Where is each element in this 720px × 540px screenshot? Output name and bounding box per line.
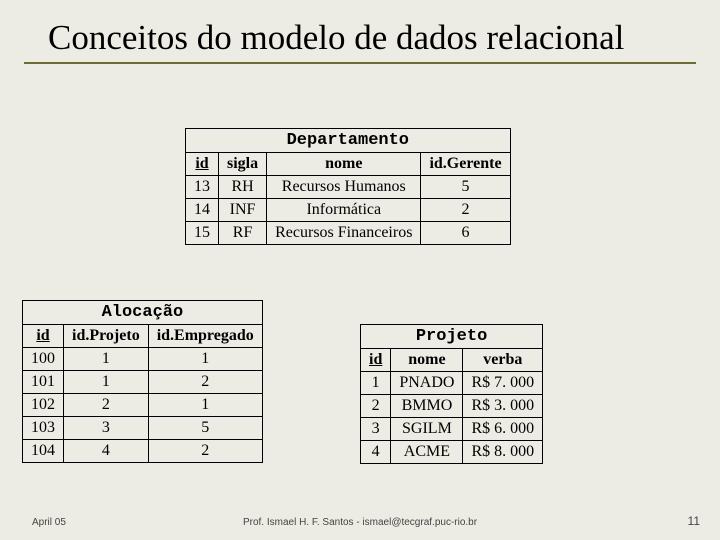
table-cell: 3 — [361, 418, 391, 441]
departamento-caption: Departamento — [185, 128, 511, 152]
alocacao-header: id — [23, 325, 64, 348]
table-cell: 1 — [361, 372, 391, 395]
table-row: 4ACMER$ 8. 000 — [361, 441, 543, 464]
table-cell: Recursos Humanos — [267, 176, 421, 199]
table-cell: 1 — [148, 394, 262, 417]
alocacao-table: Alocaçãoidid.Projetoid.Empregado10011101… — [22, 300, 263, 463]
table-cell: RH — [219, 176, 267, 199]
table-cell: Informática — [267, 199, 421, 222]
table-row: 10335 — [23, 417, 263, 440]
table-cell: R$ 7. 000 — [463, 372, 543, 395]
table-cell: 104 — [23, 440, 64, 463]
title-underline — [24, 62, 696, 64]
table-cell: 2 — [421, 199, 510, 222]
table-cell: R$ 8. 000 — [463, 441, 543, 464]
table-cell: PNADO — [391, 372, 463, 395]
projeto-header: nome — [391, 349, 463, 372]
table-cell: 4 — [361, 441, 391, 464]
table-cell: 2 — [64, 394, 149, 417]
table-row: 3SGILMR$ 6. 000 — [361, 418, 543, 441]
projeto-table-wrap: Projetoidnomeverba1PNADOR$ 7. 0002BMMOR$… — [360, 324, 543, 464]
projeto-caption: Projeto — [360, 324, 543, 348]
table-cell: 2 — [361, 395, 391, 418]
table-cell: ACME — [391, 441, 463, 464]
table-row: 2BMMOR$ 3. 000 — [361, 395, 543, 418]
projeto-table: Projetoidnomeverba1PNADOR$ 7. 0002BMMOR$… — [360, 324, 543, 464]
table-cell: 2 — [148, 440, 262, 463]
table-cell: 6 — [421, 222, 510, 245]
table-cell: 5 — [421, 176, 510, 199]
table-cell: 4 — [64, 440, 149, 463]
projeto-header: verba — [463, 349, 543, 372]
table-row: 10011 — [23, 348, 263, 371]
departamento-header: id.Gerente — [421, 153, 510, 176]
footer-author: Prof. Ismael H. F. Santos - ismael@tecgr… — [0, 517, 720, 528]
table-cell: 15 — [186, 222, 219, 245]
footer-page-number: 11 — [688, 514, 700, 528]
alocacao-table-wrap: Alocaçãoidid.Projetoid.Empregado10011101… — [22, 300, 263, 463]
table-cell: 13 — [186, 176, 219, 199]
departamento-header: nome — [267, 153, 421, 176]
departamento-table-wrap: Departamentoidsiglanomeid.Gerente13RHRec… — [185, 128, 511, 245]
table-cell: BMMO — [391, 395, 463, 418]
table-cell: INF — [219, 199, 267, 222]
table-cell: 102 — [23, 394, 64, 417]
table-row: 1PNADOR$ 7. 000 — [361, 372, 543, 395]
departamento-header: sigla — [219, 153, 267, 176]
alocacao-header: id.Projeto — [64, 325, 149, 348]
table-cell: SGILM — [391, 418, 463, 441]
table-cell: 14 — [186, 199, 219, 222]
table-row: 10221 — [23, 394, 263, 417]
departamento-table: Departamentoidsiglanomeid.Gerente13RHRec… — [185, 128, 511, 245]
table-cell: R$ 3. 000 — [463, 395, 543, 418]
table-row: 14INFInformática2 — [186, 199, 511, 222]
table-cell: 5 — [148, 417, 262, 440]
table-row: 13RHRecursos Humanos5 — [186, 176, 511, 199]
table-cell: 101 — [23, 371, 64, 394]
table-cell: Recursos Financeiros — [267, 222, 421, 245]
table-row: 10112 — [23, 371, 263, 394]
table-cell: 3 — [64, 417, 149, 440]
table-cell: 1 — [148, 348, 262, 371]
projeto-header: id — [361, 349, 391, 372]
table-cell: 1 — [64, 371, 149, 394]
table-row: 10442 — [23, 440, 263, 463]
table-cell: RF — [219, 222, 267, 245]
departamento-header: id — [186, 153, 219, 176]
table-cell: 103 — [23, 417, 64, 440]
table-row: 15RFRecursos Financeiros6 — [186, 222, 511, 245]
alocacao-caption: Alocação — [22, 300, 263, 324]
table-cell: 100 — [23, 348, 64, 371]
slide-title: Conceitos do modelo de dados relacional — [0, 0, 720, 62]
alocacao-header: id.Empregado — [148, 325, 262, 348]
table-cell: 1 — [64, 348, 149, 371]
table-cell: 2 — [148, 371, 262, 394]
table-cell: R$ 6. 000 — [463, 418, 543, 441]
